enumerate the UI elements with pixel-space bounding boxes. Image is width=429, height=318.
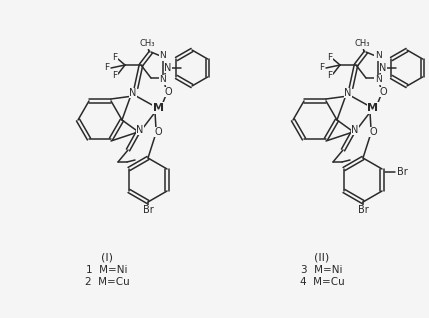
Text: CH₃: CH₃ [139, 39, 155, 49]
Text: Br: Br [142, 205, 154, 215]
Text: 2  M=Cu: 2 M=Cu [85, 277, 130, 287]
Text: O: O [369, 127, 377, 137]
Text: 1  M=Ni: 1 M=Ni [86, 265, 128, 275]
Text: Br: Br [358, 205, 369, 215]
Text: N: N [164, 63, 172, 73]
Text: N: N [351, 125, 359, 135]
Text: N: N [160, 75, 166, 85]
Text: 3  M=Ni: 3 M=Ni [301, 265, 343, 275]
Text: Br: Br [397, 167, 408, 177]
Text: O: O [154, 127, 162, 137]
Text: M: M [368, 103, 378, 113]
Text: N: N [375, 52, 381, 60]
Text: N: N [375, 75, 381, 85]
Text: N: N [136, 125, 144, 135]
Text: N: N [129, 88, 137, 98]
Text: N: N [344, 88, 352, 98]
Text: O: O [164, 87, 172, 97]
Text: N: N [379, 63, 387, 73]
Text: F: F [112, 72, 118, 80]
Text: F: F [112, 53, 118, 63]
Text: O: O [379, 87, 387, 97]
Text: F: F [327, 53, 332, 63]
Text: F: F [327, 72, 332, 80]
Text: (I): (I) [101, 253, 113, 263]
Text: N: N [160, 52, 166, 60]
Text: F: F [320, 64, 325, 73]
Text: (II): (II) [314, 253, 329, 263]
Text: M: M [152, 103, 163, 113]
Text: 4  M=Cu: 4 M=Cu [299, 277, 344, 287]
Text: CH₃: CH₃ [354, 39, 370, 49]
Text: F: F [104, 64, 109, 73]
